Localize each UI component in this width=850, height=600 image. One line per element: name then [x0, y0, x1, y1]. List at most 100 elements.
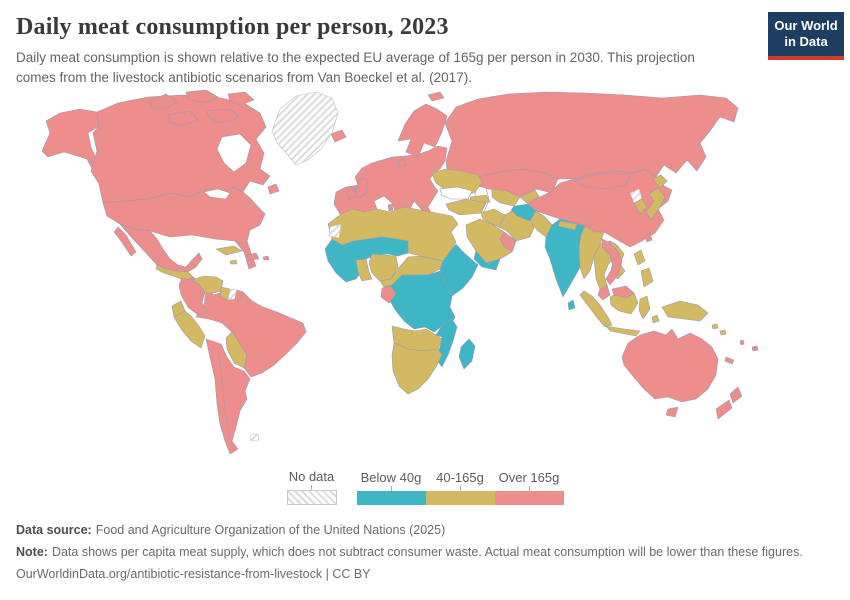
- region-bolivia-paraguay[interactable]: [225, 331, 248, 369]
- region-gabon[interactable]: [380, 285, 397, 304]
- region-sardinia[interactable]: [387, 203, 394, 212]
- region-taiwan[interactable]: [644, 232, 653, 243]
- page-title: Daily meat consumption per person, 2023: [16, 14, 449, 40]
- region-greenland[interactable]: [271, 91, 339, 166]
- region-jamaica[interactable]: [229, 259, 238, 265]
- region-malaysia-peninsula[interactable]: [597, 284, 611, 301]
- region-vanuatu[interactable]: [739, 339, 745, 346]
- legend-bin-label: 40-165g: [436, 470, 484, 486]
- region-peru[interactable]: [173, 310, 206, 349]
- note-line: Note: Data shows per capita meat supply, …: [16, 542, 834, 564]
- chart-footer: Data source: Food and Agriculture Organiz…: [0, 520, 850, 586]
- region-madagascar[interactable]: [458, 338, 476, 370]
- region-uk[interactable]: [355, 176, 369, 200]
- legend-bin-below-40g[interactable]: Below 40g: [356, 470, 426, 506]
- region-new-zealand-south[interactable]: [715, 399, 733, 420]
- chile-argentina-border: [218, 351, 235, 448]
- legend-bin-over-165g[interactable]: Over 165g: [494, 470, 564, 506]
- region-sulawesi[interactable]: [638, 295, 651, 320]
- region-sri-lanka[interactable]: [567, 299, 576, 311]
- region-cuba[interactable]: [215, 245, 243, 256]
- data-source-label: Data source:: [16, 523, 92, 538]
- legend-bin-swatch-below-40g: [356, 491, 426, 506]
- region-iceland[interactable]: [330, 129, 347, 143]
- region-ecuador[interactable]: [171, 300, 186, 318]
- region-philippines-south[interactable]: [640, 267, 654, 288]
- region-fiji[interactable]: [751, 345, 759, 352]
- region-maluku[interactable]: [651, 314, 660, 324]
- region-new-caledonia[interactable]: [724, 356, 735, 365]
- map-legend: No data Below 40g 40-165g Over 165g: [0, 469, 850, 506]
- region-japan-hokkaido[interactable]: [652, 174, 668, 189]
- region-sumatra[interactable]: [579, 290, 613, 328]
- region-ghana[interactable]: [355, 258, 373, 282]
- region-south-korea[interactable]: [633, 198, 648, 215]
- legend-tick: [311, 485, 312, 491]
- region-arctic-island-1[interactable]: [149, 93, 179, 110]
- citation-link[interactable]: OurWorldinData.org/antibiotic-resistance…: [16, 566, 371, 581]
- region-falkland-islands[interactable]: [249, 433, 260, 442]
- region-solomon-islands[interactable]: [711, 323, 719, 330]
- legend-bin-40-165g[interactable]: 40-165g: [425, 470, 495, 506]
- region-arctic-island-4[interactable]: [167, 110, 199, 127]
- region-java[interactable]: [605, 325, 641, 337]
- region-south-africa[interactable]: [391, 342, 443, 395]
- region-puerto-rico[interactable]: [262, 255, 270, 261]
- region-solomon-islands-2[interactable]: [719, 329, 727, 336]
- owid-logo[interactable]: Our World in Data: [768, 12, 844, 60]
- region-french-guiana[interactable]: [234, 289, 244, 302]
- region-europe-main[interactable]: [333, 145, 448, 224]
- world-map: [41, 89, 759, 455]
- legend-no-data[interactable]: No data: [286, 469, 337, 506]
- region-tasmania[interactable]: [665, 406, 679, 418]
- region-borneo-indonesia[interactable]: [609, 292, 639, 315]
- legend-bin-swatch-over-165g: [494, 491, 564, 506]
- region-argentina-chile[interactable]: [205, 338, 251, 455]
- note-text: Data shows per capita meat supply, which…: [51, 545, 803, 559]
- region-arctic-island-3[interactable]: [227, 91, 255, 106]
- legend-tick: [528, 486, 530, 492]
- region-philippines-north[interactable]: [633, 249, 646, 266]
- data-source-text: Food and Agriculture Organization of the…: [95, 523, 446, 538]
- region-drc-east-africa[interactable]: [383, 270, 456, 333]
- legend-no-data-label: No data: [288, 469, 335, 485]
- region-hispaniola[interactable]: [246, 252, 260, 261]
- region-myanmar[interactable]: [578, 225, 605, 280]
- region-denmark[interactable]: [397, 158, 407, 168]
- owid-logo-line1: Our World: [774, 18, 838, 33]
- region-usa[interactable]: [102, 186, 266, 270]
- region-oman-uae[interactable]: [499, 231, 517, 253]
- black-sea: [439, 186, 473, 200]
- region-arctic-island-5[interactable]: [206, 108, 240, 124]
- region-russia[interactable]: [444, 91, 739, 182]
- region-yemen[interactable]: [473, 250, 501, 271]
- region-newfoundland[interactable]: [267, 183, 280, 195]
- region-japan-honshu[interactable]: [645, 187, 666, 220]
- hudson-bay: [216, 133, 252, 173]
- region-western-sahara[interactable]: [328, 223, 342, 239]
- region-scandinavia[interactable]: [397, 103, 448, 158]
- region-nepal-bhutan[interactable]: [557, 220, 578, 231]
- region-china[interactable]: [527, 168, 673, 248]
- region-australia[interactable]: [621, 328, 719, 403]
- region-ireland[interactable]: [346, 187, 357, 201]
- legend-tick: [390, 486, 392, 492]
- chart-subtitle: Daily meat consumption is shown relative…: [16, 50, 695, 85]
- region-vietnam[interactable]: [601, 238, 623, 286]
- legend-bin-label: Below 40g: [360, 470, 422, 486]
- region-arctic-island-2[interactable]: [185, 89, 219, 104]
- region-baja-california[interactable]: [113, 226, 137, 257]
- region-papua-new-guinea[interactable]: [661, 300, 709, 322]
- legend-bin-swatch-40-165g: [425, 491, 495, 506]
- chart-header: Daily meat consumption per person, 2023 …: [0, 0, 850, 87]
- owid-logo-line2: in Data: [784, 34, 828, 50]
- legend-tick: [459, 486, 461, 492]
- region-new-zealand-north[interactable]: [729, 386, 743, 404]
- data-source-line: Data source: Food and Agriculture Organiz…: [16, 520, 834, 542]
- world-map-container: [0, 89, 850, 469]
- legend-no-data-swatch: [286, 490, 337, 506]
- region-africa-west[interactable]: [324, 236, 409, 283]
- region-mongolia[interactable]: [573, 172, 631, 190]
- note-label: Note:: [16, 545, 48, 559]
- region-svalbard[interactable]: [427, 91, 445, 102]
